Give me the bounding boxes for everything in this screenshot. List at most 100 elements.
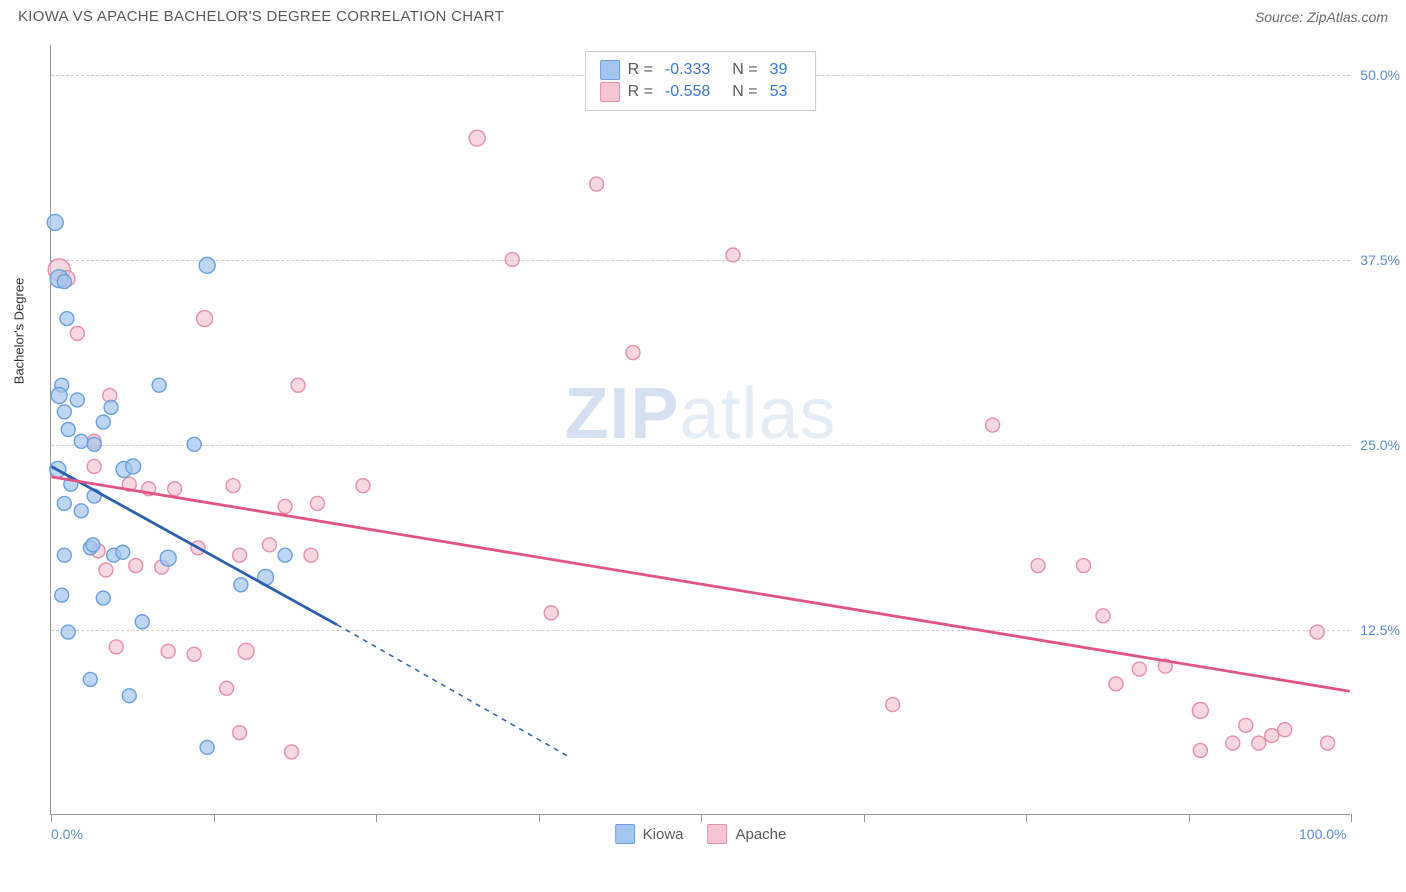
data-point: [200, 740, 214, 754]
data-point: [57, 548, 71, 562]
data-point: [278, 548, 292, 562]
data-point: [1239, 718, 1253, 732]
swatch-kiowa: [600, 60, 620, 80]
legend-row-apache: R = -0.558 N = 53: [600, 82, 802, 102]
data-point: [285, 745, 299, 759]
legend-item-apache: Apache: [707, 824, 786, 844]
data-point: [1077, 559, 1091, 573]
data-point: [74, 434, 88, 448]
scatter-plot: [51, 45, 1350, 814]
data-point: [61, 423, 75, 437]
y-tick-label: 50.0%: [1360, 67, 1400, 83]
data-point: [57, 275, 71, 289]
y-axis-title: Bachelor's Degree: [12, 277, 27, 384]
data-point: [99, 563, 113, 577]
data-point: [590, 177, 604, 191]
legend-row-kiowa: R = -0.333 N = 39: [600, 60, 802, 80]
trend-line-extrapolated: [337, 625, 571, 758]
data-point: [96, 591, 110, 605]
data-point: [168, 482, 182, 496]
data-point: [234, 578, 248, 592]
data-point: [187, 437, 201, 451]
data-point: [87, 437, 101, 451]
correlation-legend: R = -0.333 N = 39 R = -0.558 N = 53: [585, 51, 817, 111]
data-point: [356, 479, 370, 493]
data-point: [70, 326, 84, 340]
data-point: [199, 257, 215, 273]
x-tick: [1189, 814, 1190, 822]
data-point: [61, 625, 75, 639]
data-point: [233, 548, 247, 562]
data-point: [238, 643, 254, 659]
x-tick: [864, 814, 865, 822]
data-point: [233, 726, 247, 740]
data-point: [86, 538, 100, 552]
data-point: [626, 346, 640, 360]
data-point: [197, 311, 213, 327]
data-point: [160, 550, 176, 566]
x-tick: [376, 814, 377, 822]
data-point: [1096, 609, 1110, 623]
data-point: [304, 548, 318, 562]
chart-header: KIOWA VS APACHE BACHELOR'S DEGREE CORREL…: [0, 0, 1406, 35]
data-point: [291, 378, 305, 392]
data-point: [116, 545, 130, 559]
data-point: [1031, 559, 1045, 573]
data-point: [726, 248, 740, 262]
data-point: [1252, 736, 1266, 750]
data-point: [278, 499, 292, 513]
x-tick: [539, 814, 540, 822]
data-point: [187, 647, 201, 661]
x-tick: [701, 814, 702, 822]
data-point: [57, 496, 71, 510]
data-point: [1310, 625, 1324, 639]
y-tick-label: 37.5%: [1360, 252, 1400, 268]
data-point: [469, 130, 485, 146]
data-point: [96, 415, 110, 429]
data-point: [152, 378, 166, 392]
data-point: [1132, 662, 1146, 676]
chart-title: KIOWA VS APACHE BACHELOR'S DEGREE CORREL…: [18, 8, 504, 25]
data-point: [87, 459, 101, 473]
data-point: [135, 615, 149, 629]
x-tick: [51, 814, 52, 822]
data-point: [57, 405, 71, 419]
chart-area: ZIPatlas Bachelor's Degree 12.5%25.0%37.…: [50, 45, 1350, 815]
data-point: [109, 640, 123, 654]
series-legend: Kiowa Apache: [615, 824, 787, 844]
source-label: Source: ZipAtlas.com: [1255, 9, 1388, 25]
data-point: [161, 644, 175, 658]
data-point: [74, 504, 88, 518]
data-point: [129, 559, 143, 573]
data-point: [1265, 729, 1279, 743]
data-point: [47, 214, 63, 230]
data-point: [986, 418, 1000, 432]
x-tick: [214, 814, 215, 822]
x-tick: [1026, 814, 1027, 822]
data-point: [1321, 736, 1335, 750]
data-point: [60, 312, 74, 326]
data-point: [104, 400, 118, 414]
data-point: [886, 698, 900, 712]
data-point: [55, 588, 69, 602]
swatch-apache: [600, 82, 620, 102]
x-tick: [1351, 814, 1352, 822]
data-point: [220, 681, 234, 695]
data-point: [70, 393, 84, 407]
x-tick-label: 0.0%: [51, 826, 83, 842]
x-tick-label: 100.0%: [1299, 826, 1346, 842]
data-point: [83, 672, 97, 686]
swatch-apache-icon: [707, 824, 727, 844]
y-tick-label: 25.0%: [1360, 437, 1400, 453]
data-point: [1226, 736, 1240, 750]
data-point: [1109, 677, 1123, 691]
data-point: [505, 252, 519, 266]
data-point: [226, 479, 240, 493]
swatch-kiowa-icon: [615, 824, 635, 844]
data-point: [126, 459, 141, 474]
data-point: [51, 387, 67, 403]
data-point: [122, 689, 136, 703]
data-point: [311, 496, 325, 510]
data-point: [1278, 723, 1292, 737]
data-point: [262, 538, 276, 552]
